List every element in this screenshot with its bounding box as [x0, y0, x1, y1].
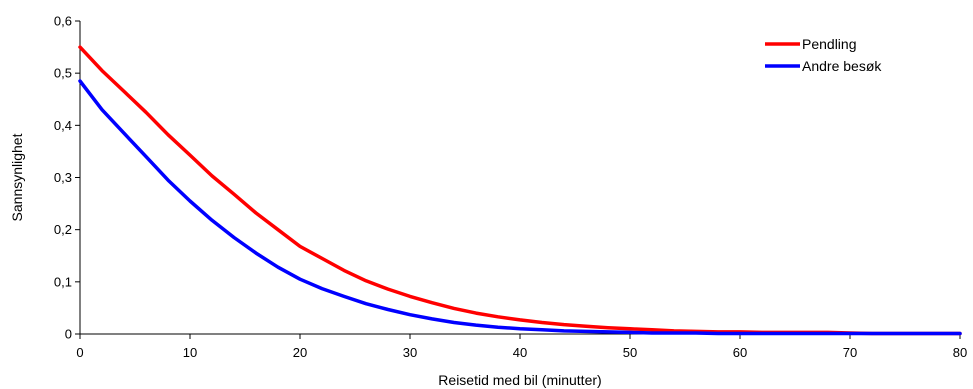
x-tick-label: 30 — [403, 345, 417, 360]
series-line-pendling — [78, 45, 962, 336]
x-axis-title: Reisetid med bil (minutter) — [438, 372, 601, 388]
legend-label-andre-besok: Andre besøk — [802, 58, 882, 74]
y-tick-label: 0,5 — [54, 66, 72, 81]
y-tick-label: 0,6 — [54, 14, 72, 29]
x-tick-label: 80 — [953, 345, 967, 360]
chart-ticks: 0 0,1 0,2 0,3 0,4 0,5 0,6 0 10 20 30 40 50 60 70 80 — [54, 14, 967, 361]
y-tick-label: 0 — [65, 327, 72, 342]
y-tick-label: 0,2 — [54, 222, 72, 237]
x-tick-label: 0 — [76, 345, 83, 360]
y-tick-label: 0,1 — [54, 274, 72, 289]
series-line-andre-besok — [78, 79, 962, 336]
x-tick-label: 50 — [623, 345, 637, 360]
legend-label-pendling: Pendling — [802, 36, 857, 52]
y-tick-label: 0,3 — [54, 170, 72, 185]
chart-legend: Pendling Andre besøk — [765, 36, 882, 74]
x-tick-label: 20 — [293, 345, 307, 360]
y-tick-label: 0,4 — [54, 118, 72, 133]
y-axis-title: Sannsynlighet — [9, 133, 25, 221]
chart-series — [78, 45, 962, 336]
x-tick-label: 70 — [843, 345, 857, 360]
x-tick-label: 60 — [733, 345, 747, 360]
x-tick-label: 40 — [513, 345, 527, 360]
x-tick-label: 10 — [183, 345, 197, 360]
